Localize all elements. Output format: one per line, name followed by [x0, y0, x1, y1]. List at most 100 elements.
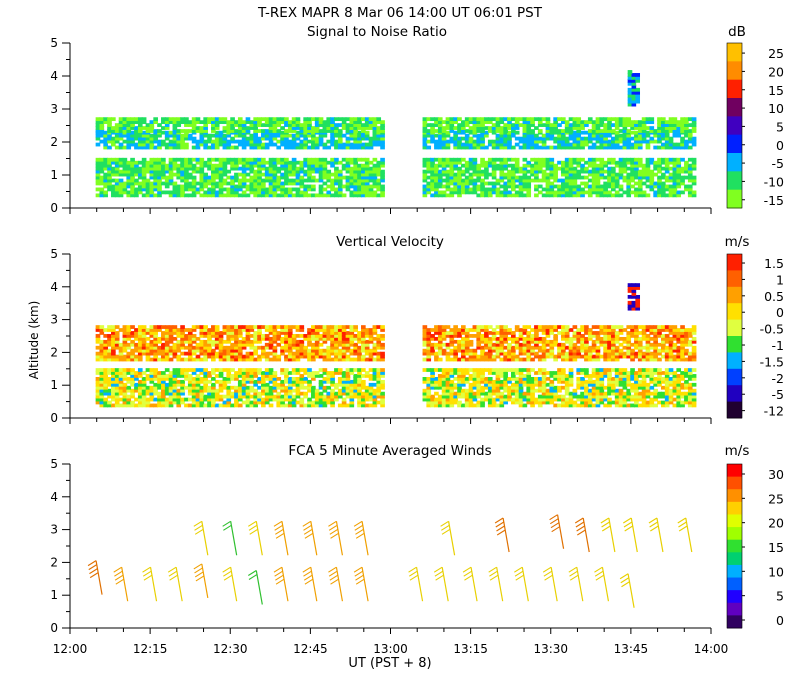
- echo-cell: [484, 133, 489, 138]
- echo-cell: [349, 379, 355, 384]
- echo-cell: [311, 357, 316, 362]
- echo-cell: [518, 175, 524, 180]
- echo-cell: [614, 184, 620, 189]
- echo-cell: [114, 193, 120, 198]
- echo-cell: [353, 382, 358, 387]
- echo-cell: [261, 193, 266, 198]
- echo-cell: [345, 166, 351, 171]
- echo-cell: [287, 172, 293, 177]
- echo-cell: [657, 348, 662, 353]
- panel1-heatmap: [95, 70, 697, 198]
- echo-cell: [234, 163, 239, 168]
- echo-cell: [530, 133, 535, 138]
- echo-cell: [337, 368, 343, 372]
- echo-cell: [284, 371, 289, 375]
- echo-cell: [280, 139, 285, 144]
- echo-cell: [191, 391, 197, 396]
- echo-cell: [368, 136, 374, 141]
- echo-cell: [172, 117, 178, 122]
- echo-cell: [453, 357, 458, 362]
- echo-cell: [430, 178, 435, 183]
- echo-cell: [676, 160, 682, 165]
- echo-cell: [691, 374, 697, 378]
- echo-cell: [672, 129, 678, 133]
- echo-cell: [637, 120, 643, 124]
- echo-cell: [572, 120, 578, 124]
- echo-cell: [545, 175, 551, 180]
- echo-cell: [541, 388, 547, 393]
- echo-cell: [591, 178, 597, 183]
- echo-cell: [561, 163, 566, 168]
- echo-cell: [568, 117, 574, 122]
- echo-cell: [214, 157, 220, 162]
- echo-cell: [584, 123, 589, 127]
- echo-cell: [553, 145, 558, 150]
- echo-cell: [311, 403, 316, 408]
- echo-cell: [664, 169, 670, 174]
- echo-cell: [299, 382, 305, 387]
- echo-cell: [445, 391, 451, 396]
- echo-cell: [357, 357, 362, 362]
- echo-cell: [145, 169, 151, 174]
- echo-cell: [691, 388, 697, 393]
- echo-cell: [218, 394, 224, 399]
- echo-cell: [361, 136, 366, 141]
- echo-cell: [487, 187, 493, 192]
- echo-cell: [264, 175, 270, 180]
- echo-cell: [580, 193, 585, 198]
- echo-cell: [176, 175, 182, 180]
- echo-cell: [237, 126, 243, 130]
- echo-cell: [145, 126, 151, 130]
- echo-cell: [491, 388, 497, 393]
- echo-cell: [534, 400, 539, 405]
- echo-cell: [541, 400, 547, 405]
- echo-cell: [214, 133, 220, 138]
- echo-cell: [545, 172, 551, 177]
- echo-cell: [476, 357, 482, 362]
- echo-cell: [218, 193, 224, 198]
- echo-cell: [237, 129, 243, 133]
- echo-cell: [195, 139, 201, 144]
- echo-cell: [680, 382, 685, 387]
- echo-cell: [287, 357, 293, 362]
- echo-cell: [430, 400, 435, 405]
- echo-cell: [672, 120, 678, 124]
- echo-cell: [207, 379, 212, 384]
- echo-cell: [184, 187, 189, 192]
- echo-cell: [676, 178, 682, 183]
- echo-cell: [253, 400, 258, 405]
- echo-cell: [691, 178, 697, 183]
- echo-cell: [141, 348, 147, 353]
- echo-cell: [657, 133, 662, 138]
- echo-cell: [364, 371, 370, 375]
- echo-cell: [122, 169, 128, 174]
- echo-cell: [664, 379, 670, 384]
- echo-cell: [187, 187, 193, 192]
- echo-cell: [449, 163, 455, 168]
- echo-cell: [657, 136, 662, 141]
- echo-cell: [668, 172, 674, 177]
- echo-cell: [599, 394, 605, 399]
- echo-cell: [191, 126, 197, 130]
- echo-cell: [507, 391, 512, 396]
- echo-cell: [114, 374, 120, 378]
- echo-cell: [484, 187, 489, 192]
- echo-cell: [672, 379, 678, 384]
- echo-cell: [449, 391, 455, 396]
- echo-cell: [230, 385, 235, 390]
- echo-cell: [680, 374, 685, 378]
- echo-cell: [530, 394, 535, 399]
- echo-cell: [322, 397, 328, 402]
- echo-cell: [126, 193, 132, 198]
- echo-cell: [268, 193, 274, 198]
- echo-cell: [95, 394, 101, 399]
- echo-cell: [684, 371, 689, 375]
- echo-cell: [291, 403, 297, 408]
- echo-cell: [261, 397, 266, 402]
- echo-cell: [457, 348, 462, 353]
- echo-cell: [257, 139, 262, 144]
- echo-cell: [130, 175, 135, 180]
- echo-cell: [464, 187, 470, 192]
- echo-cell: [641, 172, 647, 177]
- echo-cell: [314, 391, 320, 396]
